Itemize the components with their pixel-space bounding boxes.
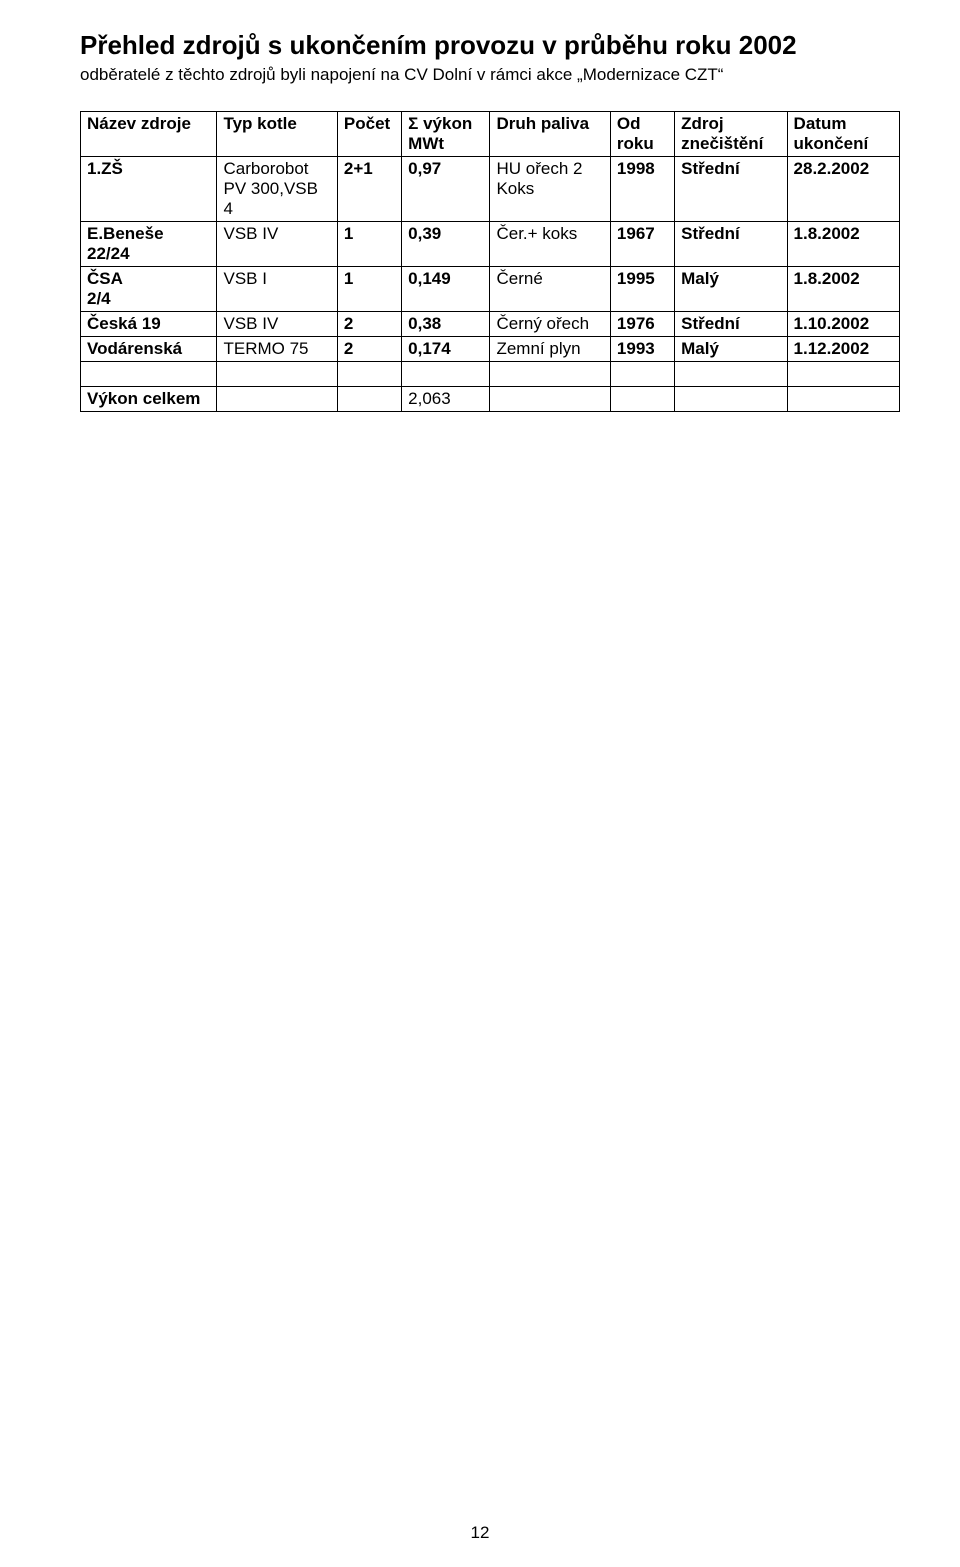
table-cell-empty xyxy=(217,362,337,387)
page-number: 12 xyxy=(0,1523,960,1543)
table-row: Česká 19VSB IV20,38Černý ořech1976Středn… xyxy=(81,312,900,337)
table-cell-c2: 1 xyxy=(337,222,401,267)
table-cell-c3: 0,97 xyxy=(402,157,490,222)
table-cell-c0: ČSA2/4 xyxy=(81,267,217,312)
table-cell-c2: 2 xyxy=(337,337,401,362)
th-nazev: Název zdroje xyxy=(81,112,217,157)
table-cell-c0: Česká 19 xyxy=(81,312,217,337)
table-cell-c0: Vodárenská xyxy=(81,337,217,362)
table-row: E.Beneše 22/24VSB IV10,39Čer.+ koks1967S… xyxy=(81,222,900,267)
table-cell-c7: 1.8.2002 xyxy=(787,222,899,267)
table-cell-c4: Čer.+ koks xyxy=(490,222,610,267)
table-row-empty xyxy=(81,362,900,387)
table-cell-c1: VSB I xyxy=(217,267,337,312)
table-cell-c4: Černý ořech xyxy=(490,312,610,337)
table-cell-total-c4 xyxy=(490,387,610,412)
table-cell-empty xyxy=(337,362,401,387)
th-vykon: Σ výkon MWt xyxy=(402,112,490,157)
table-cell-total-c2 xyxy=(337,387,401,412)
page-title: Přehled zdrojů s ukončením provozu v prů… xyxy=(80,30,900,61)
table-cell-total-c6 xyxy=(675,387,787,412)
table-cell-c6: Střední xyxy=(675,222,787,267)
table-cell-c4: Černé xyxy=(490,267,610,312)
table-cell-c5: 1993 xyxy=(610,337,674,362)
table-cell-c2: 1 xyxy=(337,267,401,312)
table-row: VodárenskáTERMO 7520,174Zemní plyn1993Ma… xyxy=(81,337,900,362)
table-cell-total-c7 xyxy=(787,387,899,412)
table-cell-c3: 0,174 xyxy=(402,337,490,362)
table-cell-c2: 2+1 xyxy=(337,157,401,222)
table-cell-c4: Zemní plyn xyxy=(490,337,610,362)
table-cell-c5: 1967 xyxy=(610,222,674,267)
th-od: Od roku xyxy=(610,112,674,157)
table-cell-c1: VSB IV xyxy=(217,222,337,267)
th-pocet: Počet xyxy=(337,112,401,157)
table-cell-c5: 1976 xyxy=(610,312,674,337)
table-header-row: Název zdroje Typ kotle Počet Σ výkon MWt… xyxy=(81,112,900,157)
table-cell-c1: TERMO 75 xyxy=(217,337,337,362)
table-cell-c4: HU ořech 2Koks xyxy=(490,157,610,222)
page-subtitle: odběratelé z těchto zdrojů byli napojení… xyxy=(80,65,900,85)
th-datum: Datum ukončení xyxy=(787,112,899,157)
table-cell-empty xyxy=(402,362,490,387)
th-druh: Druh paliva xyxy=(490,112,610,157)
table-cell-c6: Malý xyxy=(675,267,787,312)
table-row: ČSA2/4VSB I10,149Černé1995Malý1.8.2002 xyxy=(81,267,900,312)
table-cell-c7: 1.10.2002 xyxy=(787,312,899,337)
table-cell-c5: 1995 xyxy=(610,267,674,312)
table-cell-total-c3: 2,063 xyxy=(402,387,490,412)
table-cell-total-c0: Výkon celkem xyxy=(81,387,217,412)
table-cell-c7: 1.8.2002 xyxy=(787,267,899,312)
th-typ: Typ kotle xyxy=(217,112,337,157)
table-cell-c6: Střední xyxy=(675,312,787,337)
th-zdroj: Zdroj znečištění xyxy=(675,112,787,157)
table-cell-c7: 1.12.2002 xyxy=(787,337,899,362)
table-cell-c3: 0,149 xyxy=(402,267,490,312)
table-cell-total-c5 xyxy=(610,387,674,412)
table-cell-c0: E.Beneše 22/24 xyxy=(81,222,217,267)
table-cell-c2: 2 xyxy=(337,312,401,337)
table-cell-empty xyxy=(675,362,787,387)
table-cell-empty xyxy=(610,362,674,387)
table-row: 1.ZŠCarborobot PV 300,VSB 42+10,97HU oře… xyxy=(81,157,900,222)
overview-table: Název zdroje Typ kotle Počet Σ výkon MWt… xyxy=(80,111,900,412)
table-cell-empty xyxy=(787,362,899,387)
table-cell-empty xyxy=(490,362,610,387)
table-cell-c6: Střední xyxy=(675,157,787,222)
table-row-total: Výkon celkem 2,063 xyxy=(81,387,900,412)
table-cell-c3: 0,39 xyxy=(402,222,490,267)
table-cell-c6: Malý xyxy=(675,337,787,362)
table-cell-empty xyxy=(81,362,217,387)
table-cell-c0: 1.ZŠ xyxy=(81,157,217,222)
table-cell-c5: 1998 xyxy=(610,157,674,222)
table-cell-c7: 28.2.2002 xyxy=(787,157,899,222)
table-cell-total-c1 xyxy=(217,387,337,412)
table-cell-c1: Carborobot PV 300,VSB 4 xyxy=(217,157,337,222)
table-cell-c3: 0,38 xyxy=(402,312,490,337)
table-cell-c1: VSB IV xyxy=(217,312,337,337)
